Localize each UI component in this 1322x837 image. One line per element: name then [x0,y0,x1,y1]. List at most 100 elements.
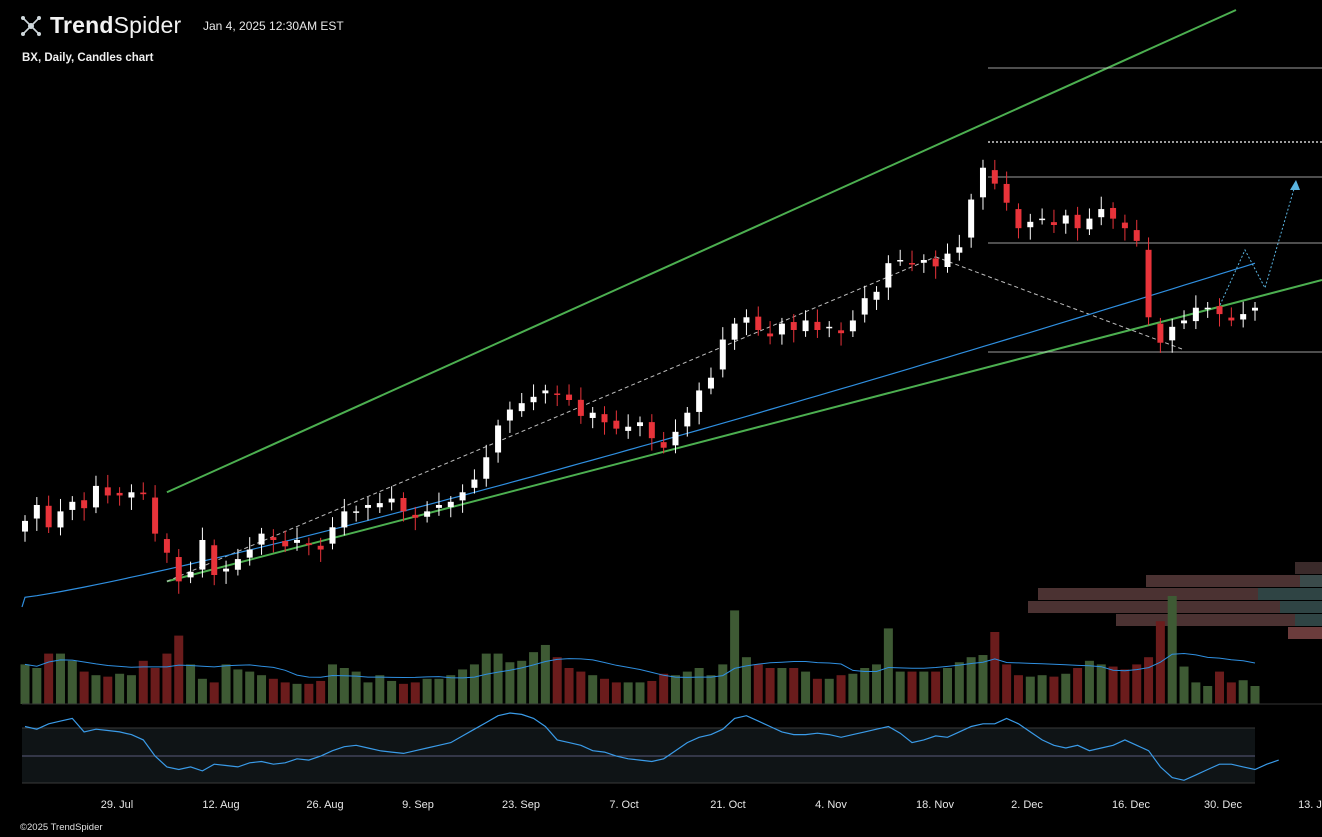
volume-bar [375,675,385,704]
volume-bar [635,682,645,704]
volume-bar [351,671,361,704]
candle-body [258,533,265,545]
volume-bar [387,680,397,704]
candle-body [826,326,833,329]
volume-bar [1179,666,1189,704]
volume-bar [600,678,610,704]
candle-body [601,414,608,423]
candle-body [1145,249,1152,318]
volume-bar [659,673,669,704]
candle-body [187,571,194,578]
candle-body [211,545,218,575]
candle-body [92,485,99,508]
volume-bar [529,652,539,704]
candle-body [270,537,277,540]
volume-bar [978,655,988,704]
volume-bar [233,669,243,704]
volume-bar [268,678,278,704]
symbol-line: BX, Daily, Candles chart [22,52,154,64]
candle-body [341,511,348,528]
candle-body [731,323,738,340]
volume-bar [1144,657,1154,704]
volume-bar [446,675,456,704]
candle-body [648,422,655,439]
volume-bar [1084,660,1094,704]
moving-average-line [21,262,1256,608]
lower-trendline [166,279,1322,583]
volume-bar [730,610,740,704]
volume-bar [221,664,231,704]
volume-bar [777,668,787,704]
volume-bar [209,682,219,704]
candle-body [69,501,76,510]
volume-bar [1073,668,1083,704]
volume-bar [789,668,799,704]
volume-bar [245,671,255,704]
volume-bar [67,660,77,704]
volume-bar [186,664,196,704]
volume-bar [55,653,65,704]
candle-body [175,557,182,582]
candle-body [672,431,679,446]
candle-body [294,540,301,543]
candle-body [1216,306,1223,315]
volume-bar [895,671,905,704]
candle-body [305,543,312,546]
volume-bar [801,671,811,704]
candle-body [1169,326,1176,341]
volume-bar [517,660,527,704]
volume-bar [339,668,349,704]
candle-body [81,500,88,509]
candle-body [1003,183,1010,203]
volume-bar [316,680,326,704]
candle-body [944,253,951,267]
volume-bar [954,662,964,704]
volume-bar [576,671,586,704]
candle-body [554,393,561,395]
volume-profile-row-value [1300,575,1322,587]
candle-body [1086,218,1093,230]
candle-body [743,317,750,323]
candle-body [920,260,927,263]
volume-profile-row [1116,614,1322,626]
volume-bar [1049,676,1059,704]
candle-body [979,167,986,198]
volume-bars [20,596,1322,705]
x-tick-label: 13. J [1298,799,1322,811]
candle-body [1181,320,1188,324]
volume-bar [328,664,337,704]
volume-bar [126,675,136,704]
candle-body [1050,222,1057,225]
brand-spider: Spider [113,12,182,38]
brand-logo[interactable]: TrendSpider [18,12,181,39]
candle-body [1133,230,1140,241]
candle-body [802,320,809,332]
volume-bar [115,673,125,704]
volume-bar [741,657,751,704]
swing-guide-down [935,256,1183,350]
candle-body [1192,307,1199,322]
candle-body [956,247,963,253]
volume-bar [280,682,290,704]
volume-bar [836,675,846,704]
price-candles[interactable] [22,159,1258,594]
volume-bar [197,678,207,704]
volume-bar [824,678,834,704]
candle-body [838,330,845,334]
candle-body [33,505,40,519]
volume-profile-row-value [1280,601,1322,613]
volume-bar [20,664,30,704]
volume-bar [1037,675,1047,704]
x-tick-label: 12. Aug [202,799,239,811]
volume-profile-row [1146,575,1322,587]
volume-bar [162,653,172,704]
rsi-line [24,712,1279,781]
volume-bar [931,671,941,704]
x-tick-label: 7. Oct [609,799,638,811]
candle-body [660,442,667,448]
candle-body [814,321,821,330]
volume-bar [422,678,432,704]
volume-bar [91,675,101,704]
candle-body [376,503,383,508]
